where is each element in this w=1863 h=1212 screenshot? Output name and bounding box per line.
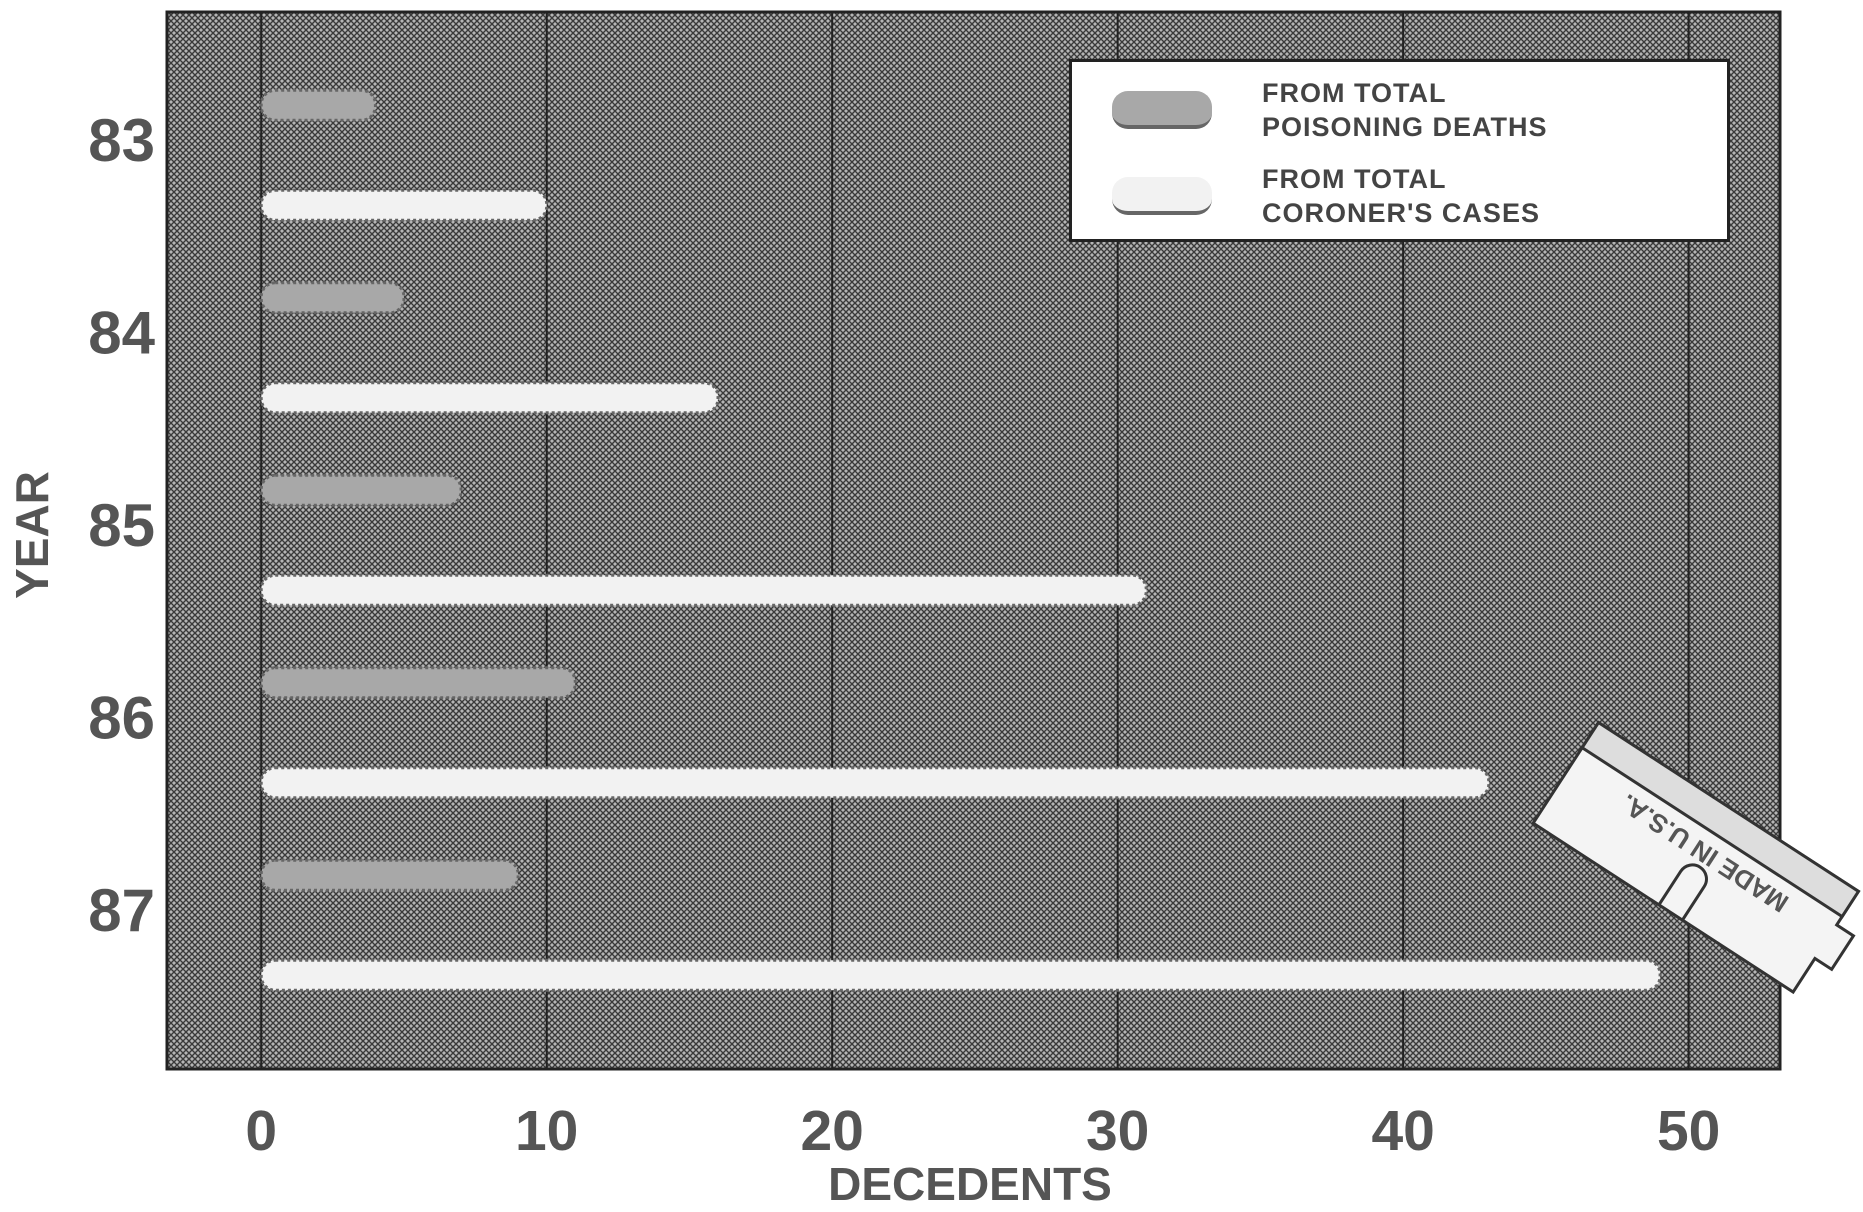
x-tick-label: 20 [800,1099,863,1163]
bar [259,88,377,122]
x-tick-label: 0 [245,1099,277,1163]
bar [259,666,577,700]
legend-swatch [1112,177,1212,215]
bar [259,766,1491,800]
y-tick-label: 87 [88,877,155,944]
legend-label: FROM TOTAL CORONER'S CASES [1262,164,1540,228]
y-tick-label: 86 [88,685,155,752]
razor-blade: MADE IN U.S.A. [1531,720,1861,995]
x-tick-label: 30 [1086,1099,1149,1163]
y-tick-label: 84 [88,300,155,367]
x-axis-title: DECEDENTS [828,1158,1112,1210]
x-tick-label: 50 [1657,1099,1720,1163]
x-tick-label: 40 [1371,1099,1434,1163]
x-tick-label: 10 [515,1099,578,1163]
bar [259,188,549,222]
legend-swatch [1112,91,1212,129]
legend-label: FROM TOTAL POISONING DEATHS [1262,78,1548,142]
y-axis-title: YEAR [6,471,58,599]
y-tick-label: 85 [88,492,155,559]
bar [259,473,463,507]
y-tick-label: 83 [88,107,155,174]
bar [259,573,1148,607]
bar [259,858,520,892]
blade-spine [1580,720,1861,919]
legend-entry: FROM TOTAL CORONER'S CASES [1112,162,1727,230]
bar [259,281,406,315]
legend: FROM TOTAL POISONING DEATHS FROM TOTAL CO… [1069,59,1730,242]
legend-entry: FROM TOTAL POISONING DEATHS [1112,76,1727,144]
bar [259,381,720,415]
bar [259,958,1662,992]
